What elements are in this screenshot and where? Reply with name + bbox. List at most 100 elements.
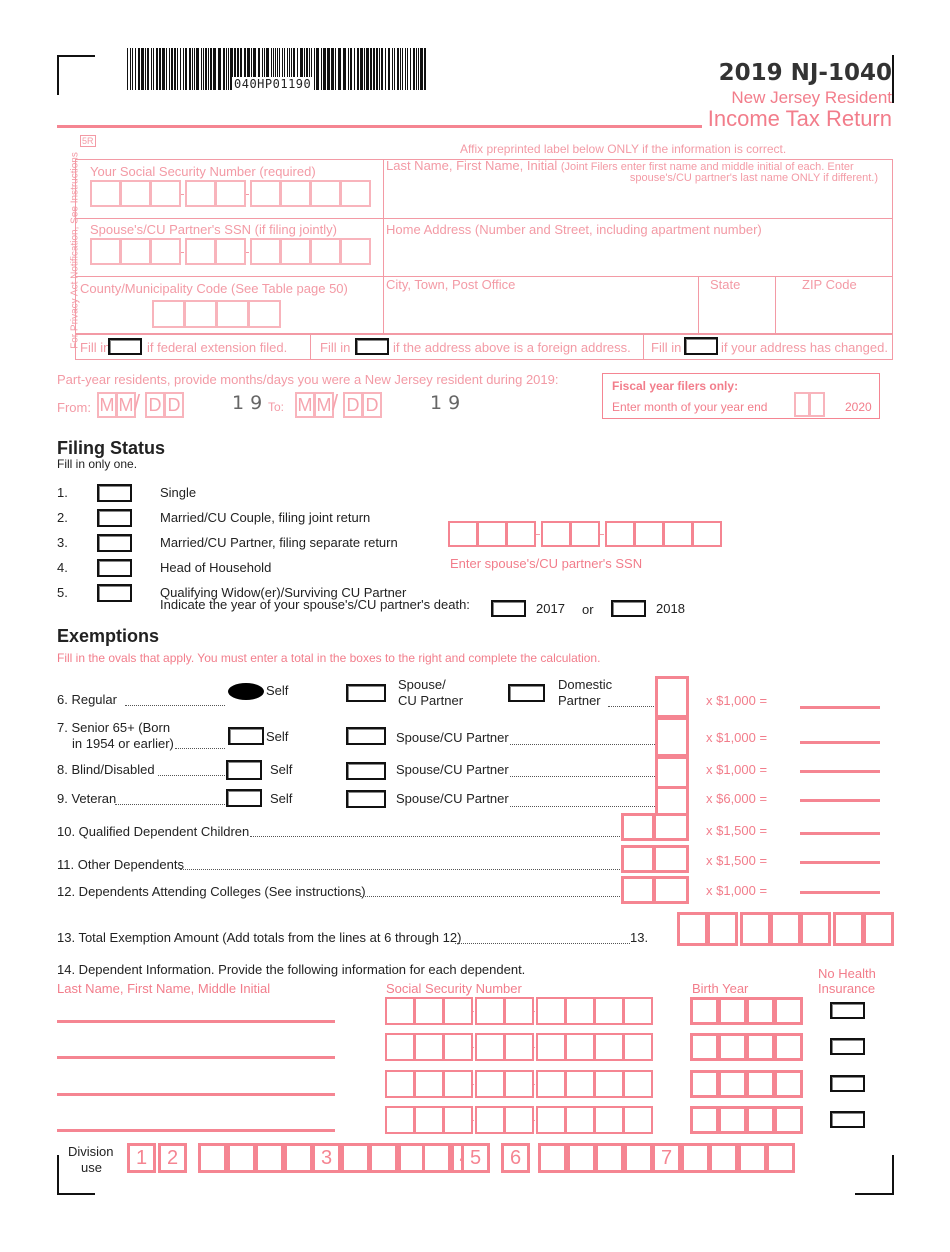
calc-result-line[interactable] [800,861,880,864]
dependent-ssn-box[interactable] [594,1070,624,1098]
total-exemption-box[interactable] [677,912,708,946]
dependent-birth-year-box[interactable] [718,1033,747,1061]
division-box[interactable]: 6 [501,1143,530,1173]
filing-spouse-ssn-box[interactable] [541,521,571,547]
calc-result-line[interactable] [800,891,880,894]
ssn-digit-box[interactable] [90,180,121,207]
calc-result-line[interactable] [800,741,880,744]
dependent-birth-year-box[interactable] [774,1070,803,1098]
date-digit-box[interactable]: D [343,392,363,418]
date-digit-box[interactable]: M [314,392,334,418]
ssn-digit-box[interactable] [250,180,281,207]
ssn-digit-box[interactable] [185,180,216,207]
filing-status-checkbox-5[interactable] [97,584,132,602]
filing-spouse-ssn-box[interactable] [692,521,722,547]
dependent-ssn-box[interactable] [504,997,534,1025]
total-exemption-box[interactable] [800,912,831,946]
spouse-ssn-digit-box[interactable] [250,238,281,265]
veteran-spouse-checkbox[interactable] [346,790,386,808]
death-year-2018-checkbox[interactable] [611,600,646,617]
exemption-count-box[interactable] [655,676,689,718]
dependent-name-line[interactable] [57,1093,335,1096]
total-exemption-box[interactable] [770,912,801,946]
spouse-ssn-digit-box[interactable] [120,238,151,265]
blind-self-checkbox[interactable] [226,760,262,780]
dependent-birth-year-box[interactable] [690,1070,719,1098]
dependent-ssn-box[interactable] [443,1106,473,1134]
no-health-insurance-checkbox[interactable] [830,1111,865,1128]
total-exemption-box[interactable] [863,912,894,946]
dependent-name-line[interactable] [57,1056,335,1059]
filing-status-checkbox-1[interactable] [97,484,132,502]
dependent-ssn-box[interactable] [475,1106,505,1134]
dependent-ssn-box[interactable] [443,997,473,1025]
dependent-birth-year-box[interactable] [746,997,775,1025]
dependent-count-box[interactable] [621,876,655,904]
division-box[interactable] [340,1143,370,1173]
filing-spouse-ssn-box[interactable] [634,521,664,547]
dependent-ssn-box[interactable] [504,1070,534,1098]
ssn-digit-box[interactable] [340,180,371,207]
dependent-ssn-box[interactable] [414,1106,444,1134]
dependent-ssn-box[interactable] [475,997,505,1025]
dependent-ssn-box[interactable] [414,997,444,1025]
no-health-insurance-checkbox[interactable] [830,1002,865,1019]
dependent-ssn-box[interactable] [443,1033,473,1061]
filing-status-checkbox-2[interactable] [97,509,132,527]
dependent-ssn-box[interactable] [536,1106,566,1134]
division-box[interactable] [766,1143,795,1173]
dependent-ssn-box[interactable] [623,1033,653,1061]
dependent-birth-year-box[interactable] [690,1106,719,1134]
division-box[interactable] [538,1143,567,1173]
dependent-ssn-box[interactable] [565,1033,595,1061]
division-box[interactable]: 1 [127,1143,156,1173]
ssn-digit-box[interactable] [280,180,311,207]
division-box[interactable] [198,1143,227,1173]
spouse-ssn-digit-box[interactable] [150,238,181,265]
dependent-ssn-box[interactable] [475,1033,505,1061]
senior-spouse-checkbox[interactable] [346,727,386,745]
spouse-ssn-digit-box[interactable] [90,238,121,265]
spouse-ssn-digit-box[interactable] [215,238,246,265]
dependent-ssn-box[interactable] [565,1106,595,1134]
filing-spouse-ssn-box[interactable] [663,521,693,547]
dependent-ssn-box[interactable] [385,1033,415,1061]
division-box[interactable]: 3 [312,1143,341,1173]
filing-spouse-ssn-box[interactable] [448,521,478,547]
dependent-birth-year-box[interactable] [718,1106,747,1134]
date-digit-box[interactable]: D [145,392,165,418]
fiscal-month-box-2[interactable] [809,392,825,417]
dependent-ssn-box[interactable] [623,1070,653,1098]
spouse-ssn-digit-box[interactable] [280,238,311,265]
dependent-ssn-box[interactable] [475,1070,505,1098]
dependent-ssn-box[interactable] [594,997,624,1025]
dependent-ssn-box[interactable] [385,997,415,1025]
calc-result-line[interactable] [800,770,880,773]
division-box[interactable] [623,1143,653,1173]
date-digit-box[interactable]: D [362,392,382,418]
division-box[interactable] [283,1143,313,1173]
county-code-box[interactable] [248,300,281,328]
division-box[interactable] [369,1143,398,1173]
division-box[interactable] [680,1143,710,1173]
division-box[interactable]: 5 [461,1143,490,1173]
filing-spouse-ssn-box[interactable] [506,521,536,547]
date-digit-box[interactable]: M [97,392,117,418]
division-box[interactable] [595,1143,624,1173]
extension-checkbox[interactable] [108,338,142,355]
dependent-birth-year-box[interactable] [718,997,747,1025]
dependent-birth-year-box[interactable] [774,1106,803,1134]
dependent-birth-year-box[interactable] [746,1106,775,1134]
division-box[interactable]: 7 [652,1143,681,1173]
dependent-count-box[interactable] [653,845,689,873]
no-health-insurance-checkbox[interactable] [830,1075,865,1092]
dependent-ssn-box[interactable] [565,997,595,1025]
county-code-box[interactable] [152,300,185,328]
veteran-self-checkbox[interactable] [226,789,262,807]
division-box[interactable] [255,1143,284,1173]
calc-result-line[interactable] [800,706,880,709]
death-year-2017-checkbox[interactable] [491,600,526,617]
dependent-ssn-box[interactable] [536,1070,566,1098]
ssn-digit-box[interactable] [150,180,181,207]
dependent-birth-year-box[interactable] [690,1033,719,1061]
